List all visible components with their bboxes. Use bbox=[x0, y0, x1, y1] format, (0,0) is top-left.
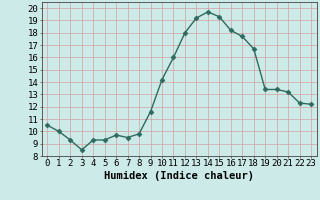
X-axis label: Humidex (Indice chaleur): Humidex (Indice chaleur) bbox=[104, 171, 254, 181]
